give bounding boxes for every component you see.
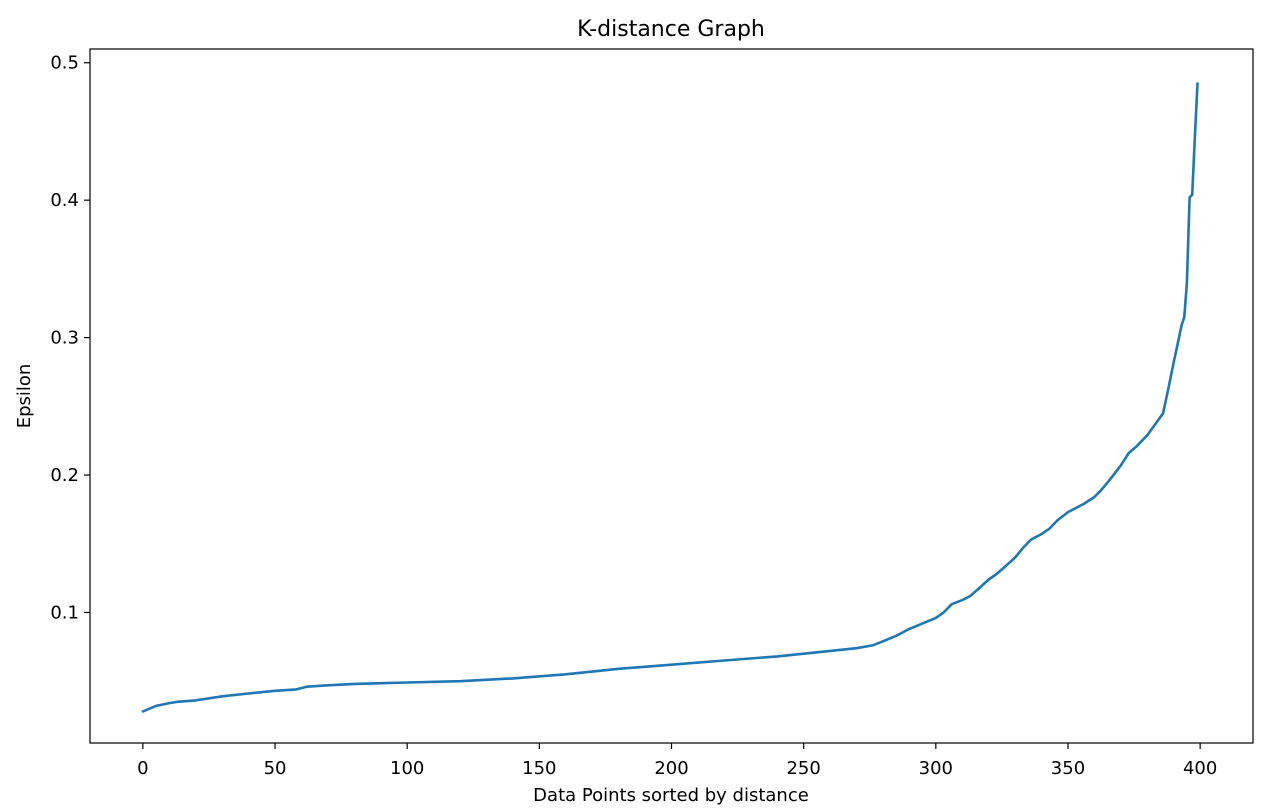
y-tick-label: 0.5 bbox=[50, 53, 79, 74]
x-tick-label: 0 bbox=[137, 758, 148, 779]
x-tick-label: 50 bbox=[264, 758, 287, 779]
plot-frame bbox=[89, 48, 1254, 744]
axis-ticks: 0 50 100 150 200 250 300 350 400 0.1 0.2 0.3 0.4 0.5 bbox=[50, 53, 1217, 779]
x-axis-label: Data Points sorted by distance bbox=[533, 785, 809, 806]
x-tick-label: 400 bbox=[1183, 758, 1217, 779]
y-tick-label: 0.3 bbox=[50, 328, 79, 349]
x-tick-label: 300 bbox=[919, 758, 953, 779]
y-tick-label: 0.2 bbox=[50, 465, 79, 486]
x-tick-label: 250 bbox=[786, 758, 820, 779]
y-tick-label: 0.1 bbox=[50, 602, 79, 623]
y-axis-label: Epsilon bbox=[14, 364, 35, 429]
x-tick-label: 200 bbox=[654, 758, 688, 779]
x-tick-label: 150 bbox=[522, 758, 556, 779]
x-tick-label: 100 bbox=[390, 758, 424, 779]
x-tick-label: 350 bbox=[1051, 758, 1085, 779]
y-tick-label: 0.4 bbox=[50, 190, 79, 211]
chart-title: K-distance Graph bbox=[577, 17, 765, 42]
k-distance-series-line bbox=[141, 82, 1199, 713]
